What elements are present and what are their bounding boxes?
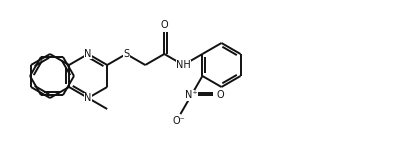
- Text: N: N: [84, 49, 92, 59]
- Text: N: N: [84, 93, 92, 103]
- Text: O: O: [216, 90, 224, 100]
- Text: O⁻: O⁻: [172, 116, 185, 126]
- Text: S: S: [123, 49, 129, 59]
- Text: N⁺: N⁺: [185, 90, 198, 100]
- Text: NH: NH: [176, 60, 191, 70]
- Text: O: O: [160, 20, 168, 30]
